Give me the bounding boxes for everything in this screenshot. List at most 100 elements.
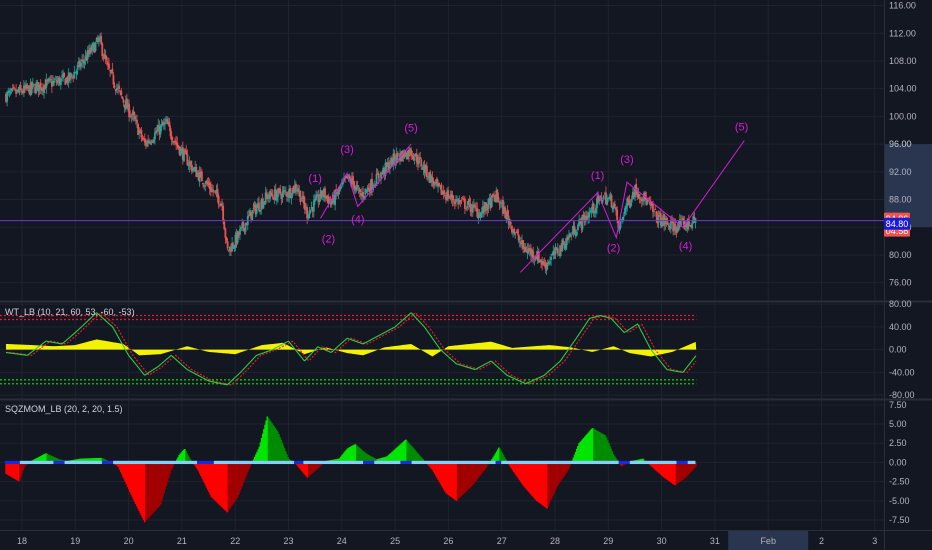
- candle-body: [488, 199, 491, 200]
- momentum-bar: [689, 462, 692, 473]
- squeeze-momentum-pane[interactable]: [4, 416, 697, 523]
- candle-body: [205, 181, 208, 184]
- price-candle: [546, 259, 549, 270]
- candle-body: [223, 221, 226, 230]
- squeeze-dot: [113, 460, 116, 465]
- price-candle: [405, 152, 408, 160]
- elliott-wave-line[interactable]: [320, 143, 412, 219]
- squeeze-dot: [368, 460, 371, 465]
- price-candle: [390, 155, 392, 167]
- momentum-bar: [509, 462, 512, 468]
- squeeze-dot: [292, 460, 295, 465]
- pane-separator[interactable]: [0, 398, 932, 401]
- price-candle: [456, 195, 458, 201]
- price-candle: [82, 53, 85, 68]
- price-candle: [481, 200, 484, 218]
- candle-body: [269, 190, 272, 199]
- squeeze-dot: [624, 460, 627, 465]
- wave-label[interactable]: (3): [340, 144, 353, 156]
- candle-body: [377, 173, 380, 179]
- momentum-bar: [580, 440, 583, 463]
- price-candle: [24, 82, 26, 93]
- momentum-bar: [676, 462, 679, 484]
- candle-body: [20, 90, 23, 93]
- candle-body: [23, 85, 25, 94]
- wave-label[interactable]: (5): [735, 121, 748, 133]
- momentum-bar: [239, 462, 241, 493]
- momentum-bar: [415, 451, 418, 463]
- momentum-bar: [13, 462, 15, 479]
- candle-body: [77, 61, 80, 64]
- momentum-bar: [467, 462, 469, 490]
- momentum-bar: [363, 452, 366, 463]
- candle-body: [317, 194, 320, 203]
- candle-body: [536, 251, 539, 261]
- momentum-bar: [342, 453, 344, 463]
- candle-body: [403, 151, 406, 158]
- momentum-bar: [187, 455, 190, 463]
- momentum-bar: [535, 462, 538, 501]
- candle-body: [442, 190, 445, 195]
- pane-separator[interactable]: [0, 300, 932, 303]
- elliott-wave-line[interactable]: [519, 140, 745, 273]
- wave-label[interactable]: (2): [607, 243, 620, 255]
- wave-label[interactable]: (5): [404, 123, 417, 135]
- candle-body: [453, 201, 456, 205]
- momentum-bar: [44, 453, 46, 463]
- squeeze-momentum-legend-label[interactable]: SQZMOM_LB (20, 2, 20, 1.5): [5, 404, 123, 414]
- squeeze-dot: [64, 460, 67, 465]
- momentum-bar: [683, 462, 686, 479]
- squeeze-dot: [266, 460, 269, 465]
- momentum-bar: [137, 462, 139, 509]
- price-candle: [375, 168, 378, 187]
- wavetrend-pane[interactable]: [0, 311, 697, 386]
- price-candle: [180, 144, 183, 154]
- candle-body: [594, 207, 597, 214]
- candle-body: [123, 104, 126, 108]
- price-tag[interactable]: 84.80: [884, 217, 910, 230]
- squeeze-dot: [486, 460, 489, 465]
- price-candle: [137, 122, 139, 136]
- momentum-bar: [686, 462, 688, 477]
- wave-label[interactable]: (4): [351, 214, 364, 226]
- price-candle: [326, 194, 329, 204]
- momentum-bar: [227, 462, 230, 511]
- momentum-bar: [311, 462, 313, 474]
- x-tick-label: 19: [70, 536, 80, 546]
- squeeze-dot: [646, 460, 649, 465]
- momentum-bar: [687, 462, 689, 476]
- price-candle: [284, 186, 287, 197]
- wave-label[interactable]: (4): [679, 240, 692, 252]
- momentum-bar: [406, 440, 408, 463]
- wave-label[interactable]: (1): [591, 170, 604, 182]
- price-candle: [592, 202, 595, 217]
- squeeze-dot: [383, 460, 386, 465]
- price-candle: [461, 196, 464, 200]
- candle-body: [119, 90, 122, 92]
- momentum-bar: [353, 444, 356, 463]
- momentum-bar: [58, 459, 60, 463]
- candle-body: [243, 228, 246, 232]
- momentum-bar: [549, 462, 552, 502]
- squeeze-dot: [355, 460, 358, 465]
- price-candle: [479, 211, 482, 222]
- wave-label[interactable]: (1): [308, 173, 321, 185]
- wave-label[interactable]: (3): [620, 154, 633, 166]
- momentum-bar: [268, 419, 271, 463]
- candle-body: [498, 203, 501, 205]
- candle-body: [507, 215, 510, 224]
- momentum-bar: [493, 455, 496, 463]
- candle-body: [254, 204, 257, 214]
- price-pane[interactable]: (1) (2) (3) (4) (5) (1) (3) (2) (4) (5): [0, 32, 884, 276]
- squeeze-dot: [659, 460, 662, 465]
- wave-label[interactable]: (2): [322, 233, 335, 245]
- candle-body: [164, 121, 166, 125]
- price-candle: [81, 54, 84, 68]
- squeeze-dot: [525, 460, 528, 465]
- price-candle: [441, 190, 444, 195]
- price-candle: [28, 85, 31, 95]
- wavetrend-legend-label[interactable]: WT_LB (10, 21, 60, 53, -60, -53): [5, 307, 135, 317]
- candle-body: [630, 198, 633, 203]
